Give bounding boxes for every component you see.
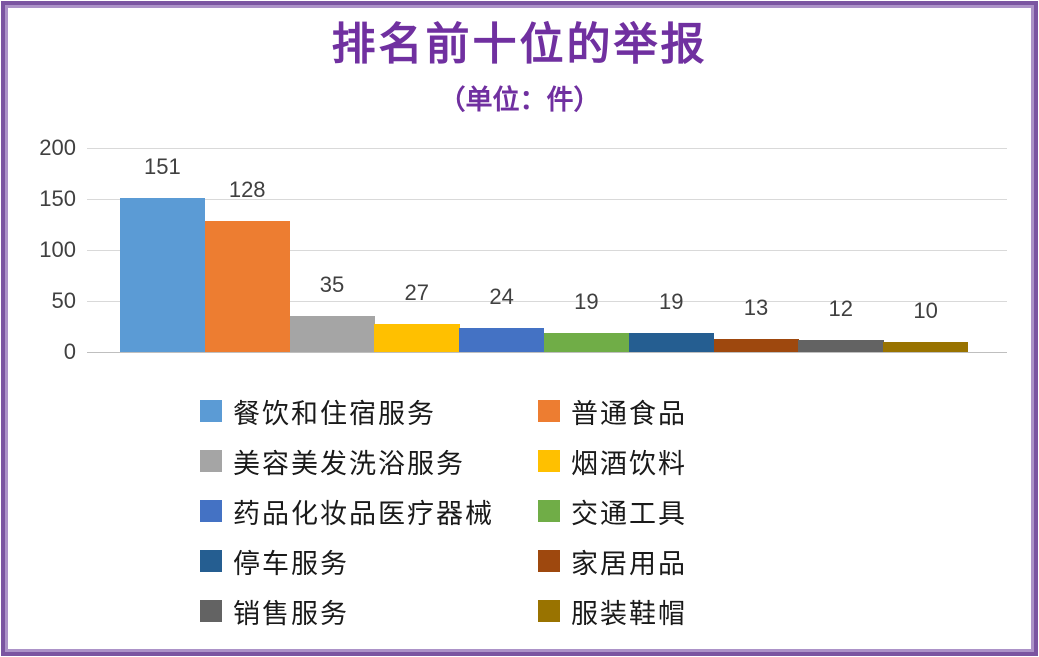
bar-3 [289, 316, 375, 352]
legend-swatch-icon [200, 450, 222, 472]
legend-item-7: 停车服务 [200, 542, 538, 581]
legend-label: 服装鞋帽 [571, 598, 687, 629]
legend-item-5: 药品化妆品医疗器械 [200, 492, 538, 531]
y-axis-tick-label: 50 [51, 288, 76, 313]
legend-item-6: 交通工具 [538, 492, 848, 531]
legend-label: 烟酒饮料 [571, 448, 687, 479]
y-axis-tick-label: 0 [63, 339, 76, 364]
legend-item-2: 普通食品 [538, 392, 848, 431]
bar-6 [544, 332, 630, 352]
legend-label: 家居用品 [571, 548, 687, 579]
legend-item-10: 服装鞋帽 [538, 592, 848, 631]
bar-2 [204, 221, 291, 352]
legend-swatch-icon [538, 600, 560, 622]
bar-value-label: 151 [144, 153, 181, 179]
legend-swatch-icon [200, 500, 222, 522]
legend-label: 销售服务 [233, 598, 349, 629]
bar-9 [798, 339, 884, 352]
bar-value-label: 27 [404, 280, 430, 306]
gridline [87, 199, 1007, 200]
legend-label: 停车服务 [233, 548, 349, 579]
legend-swatch-icon [538, 500, 560, 522]
bar-value-label: 10 [913, 297, 938, 323]
bar-value-label: 12 [828, 295, 854, 321]
bar-value-label: 128 [228, 177, 266, 203]
bar-4 [374, 324, 460, 352]
legend-label: 药品化妆品医疗器械 [233, 498, 494, 529]
legend-item-3: 美容美发洗浴服务 [200, 442, 538, 481]
legend-label: 交通工具 [571, 498, 687, 529]
legend-item-8: 家居用品 [538, 542, 848, 581]
bar-value-label: 24 [489, 283, 514, 309]
bar-7 [628, 332, 715, 352]
legend-swatch-icon [200, 600, 222, 622]
bar-5 [459, 327, 545, 352]
chart-subtitle: （单位：件） [438, 85, 601, 115]
chart-title: 排名前十位的举报 [331, 20, 708, 69]
legend-label: 普通食品 [571, 398, 687, 429]
bar-value-label: 19 [574, 288, 599, 314]
bar-value-label: 13 [743, 294, 769, 320]
bar-value-label: 35 [319, 272, 345, 298]
legend-item-4: 烟酒饮料 [538, 442, 848, 481]
gridline [87, 250, 1007, 251]
legend-label: 餐饮和住宿服务 [233, 398, 436, 429]
legend-swatch-icon [200, 550, 222, 572]
bar-10 [883, 341, 969, 352]
bar-value-label: 19 [658, 288, 684, 314]
legend: 餐饮和住宿服务 普通食品美容美发洗浴服务 烟酒饮料药品化妆品医疗器械 交通工具停车服务… [200, 386, 848, 636]
legend-swatch-icon [200, 400, 222, 422]
legend-swatch-icon [538, 550, 560, 572]
gridline [87, 352, 1007, 353]
gridline [87, 301, 1007, 302]
legend-swatch-icon [538, 400, 560, 422]
y-axis-tick-label: 200 [39, 135, 76, 160]
legend-item-9: 销售服务 [200, 592, 538, 631]
legend-label: 美容美发洗浴服务 [233, 448, 465, 479]
bar-8 [713, 338, 799, 352]
y-axis-tick-label: 150 [39, 186, 76, 211]
y-axis-tick-label: 100 [39, 237, 76, 262]
gridline [87, 148, 1007, 149]
legend-swatch-icon [538, 450, 560, 472]
bar-1 [120, 197, 206, 352]
legend-item-1: 餐饮和住宿服务 [200, 392, 538, 431]
